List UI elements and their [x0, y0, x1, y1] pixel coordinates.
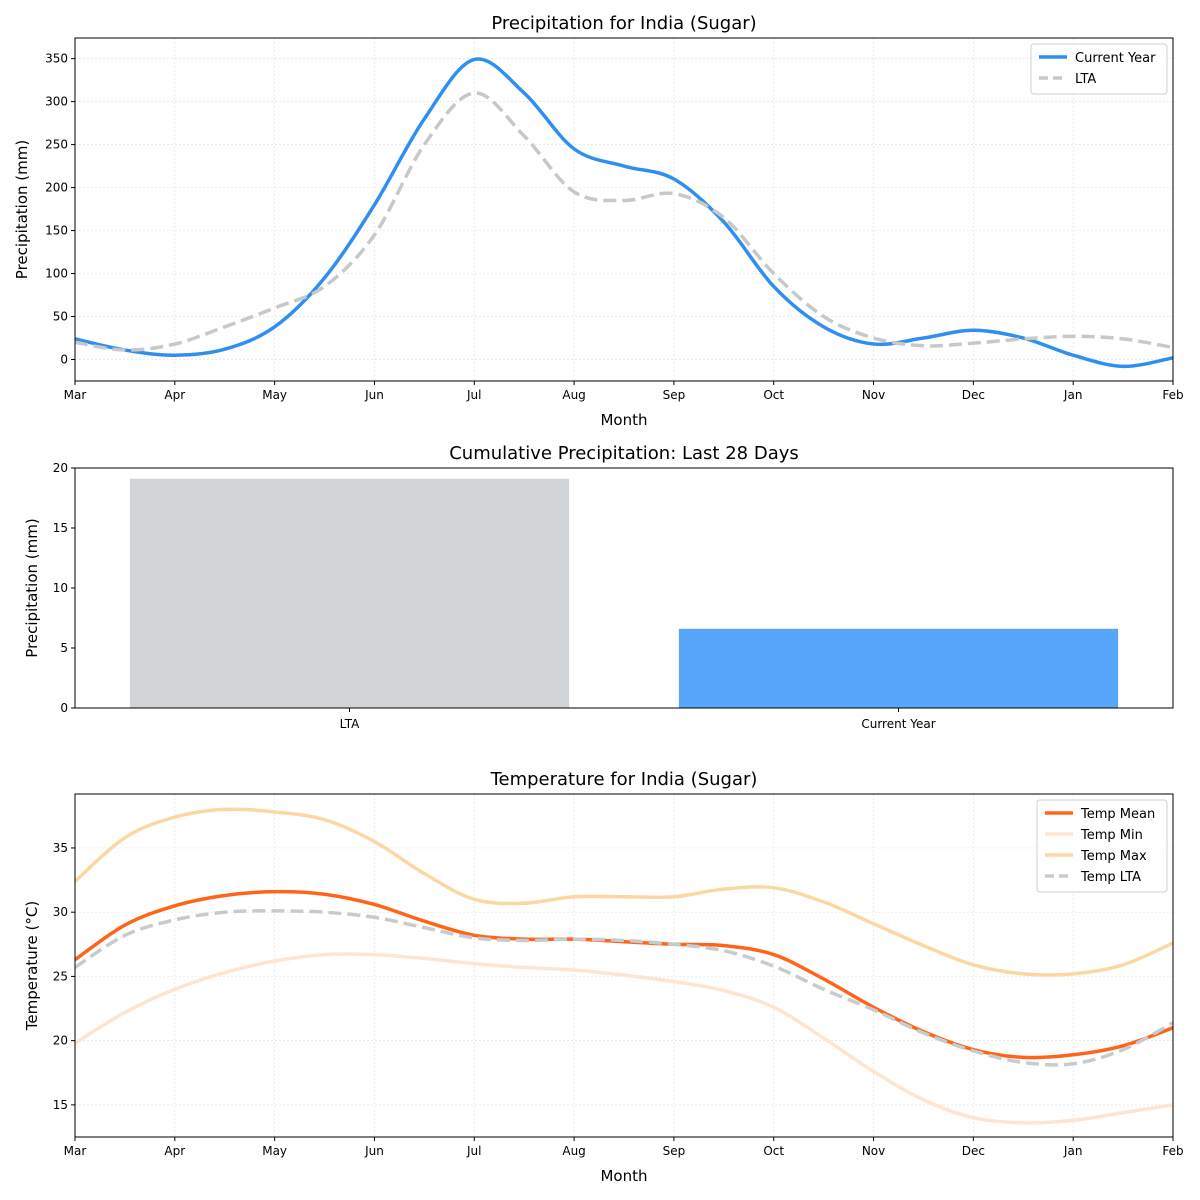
y-tick-label: 50	[53, 310, 68, 324]
x-tick-label: Nov	[862, 1144, 885, 1158]
y-tick-label: 100	[45, 267, 68, 281]
y-tick-label: 150	[45, 224, 68, 238]
x-tick-label: May	[262, 388, 287, 402]
chart-title: Cumulative Precipitation: Last 28 Days	[449, 443, 799, 464]
y-tick-label: 35	[53, 841, 68, 855]
series-line-temp-lta	[75, 909, 1173, 1067]
y-tick-label: 250	[45, 138, 68, 152]
legend-label: Temp Min	[1080, 828, 1143, 843]
x-tick-label: Jul	[466, 388, 481, 402]
x-tick-label: Mar	[64, 1144, 87, 1158]
axes-frame	[74, 793, 1174, 1138]
chart-title: Precipitation for India (Sugar)	[491, 13, 756, 34]
chart-title: Temperature for India (Sugar)	[490, 769, 758, 790]
x-tick-label: Oct	[763, 1144, 784, 1158]
x-tick-label: Mar	[64, 388, 87, 402]
y-axis-label: Precipitation (mm)	[13, 140, 31, 279]
legend-label: Temp Max	[1080, 849, 1147, 864]
x-tick-label: May	[262, 1144, 287, 1158]
series-line-temp-mean	[75, 889, 1173, 1060]
series-line-lta	[75, 91, 1173, 352]
x-tick-label: Oct	[763, 388, 784, 402]
x-tick-label: Aug	[562, 388, 585, 402]
x-tick-label: Current Year	[861, 717, 935, 731]
axes-frame	[74, 37, 1174, 382]
x-tick-label: Jun	[364, 388, 384, 402]
y-tick-label: 25	[53, 969, 68, 983]
bar-current-year	[678, 628, 1119, 708]
legend-label: LTA	[1075, 72, 1096, 87]
x-tick-label: Apr	[164, 388, 185, 402]
y-axis-label: Temperature (°C)	[23, 901, 41, 1031]
y-tick-label: 0	[60, 701, 68, 715]
y-tick-label: 30	[53, 905, 68, 919]
x-tick-label: Nov	[862, 388, 885, 402]
y-axis-label: Precipitation (mm)	[23, 518, 41, 657]
y-tick-label: 350	[45, 52, 68, 66]
chart-temp: Temperature for India (Sugar) Temperature…	[23, 769, 1184, 1185]
x-tick-label: Jun	[364, 1144, 384, 1158]
y-tick-label: 20	[53, 461, 68, 475]
legend-box	[1036, 799, 1168, 893]
legend-label: Temp LTA	[1080, 870, 1141, 885]
x-tick-label: Sep	[663, 1144, 686, 1158]
legend-label: Temp Mean	[1080, 807, 1155, 822]
x-tick-label: Feb	[1162, 388, 1183, 402]
chart-precip: Precipitation for India (Sugar) Precipita…	[13, 13, 1184, 429]
series-line-temp-max	[75, 807, 1173, 977]
y-tick-label: 15	[53, 1098, 68, 1112]
axes-frame	[74, 467, 1174, 709]
x-tick-label: Jan	[1063, 1144, 1083, 1158]
bar-lta	[129, 478, 570, 708]
y-tick-label: 15	[53, 521, 68, 535]
y-tick-label: 5	[60, 641, 68, 655]
x-tick-label: Jul	[466, 1144, 481, 1158]
x-tick-label: Aug	[562, 1144, 585, 1158]
y-tick-label: 0	[60, 353, 68, 367]
y-tick-label: 10	[53, 581, 68, 595]
x-tick-label: LTA	[340, 717, 360, 731]
x-tick-label: Feb	[1162, 1144, 1183, 1158]
x-tick-label: Jan	[1063, 388, 1083, 402]
chart-bars: Cumulative Precipitation: Last 28 Days Pr…	[23, 443, 1174, 731]
x-tick-label: Dec	[962, 1144, 985, 1158]
y-tick-label: 200	[45, 181, 68, 195]
legend: Current Year LTA	[1030, 43, 1168, 95]
y-tick-label: 300	[45, 95, 68, 109]
x-tick-label: Dec	[962, 388, 985, 402]
legend: Temp Mean Temp Min Temp Max Temp LTA	[1036, 799, 1168, 893]
x-tick-label: Apr	[164, 1144, 185, 1158]
series-line-temp-min	[75, 952, 1173, 1125]
x-axis-label: Month	[600, 1167, 647, 1185]
y-tick-label: 20	[53, 1034, 68, 1048]
legend-label: Current Year	[1075, 51, 1156, 66]
series-line-current-year	[75, 57, 1173, 369]
x-axis-label: Month	[600, 411, 647, 429]
x-tick-label: Sep	[663, 388, 686, 402]
